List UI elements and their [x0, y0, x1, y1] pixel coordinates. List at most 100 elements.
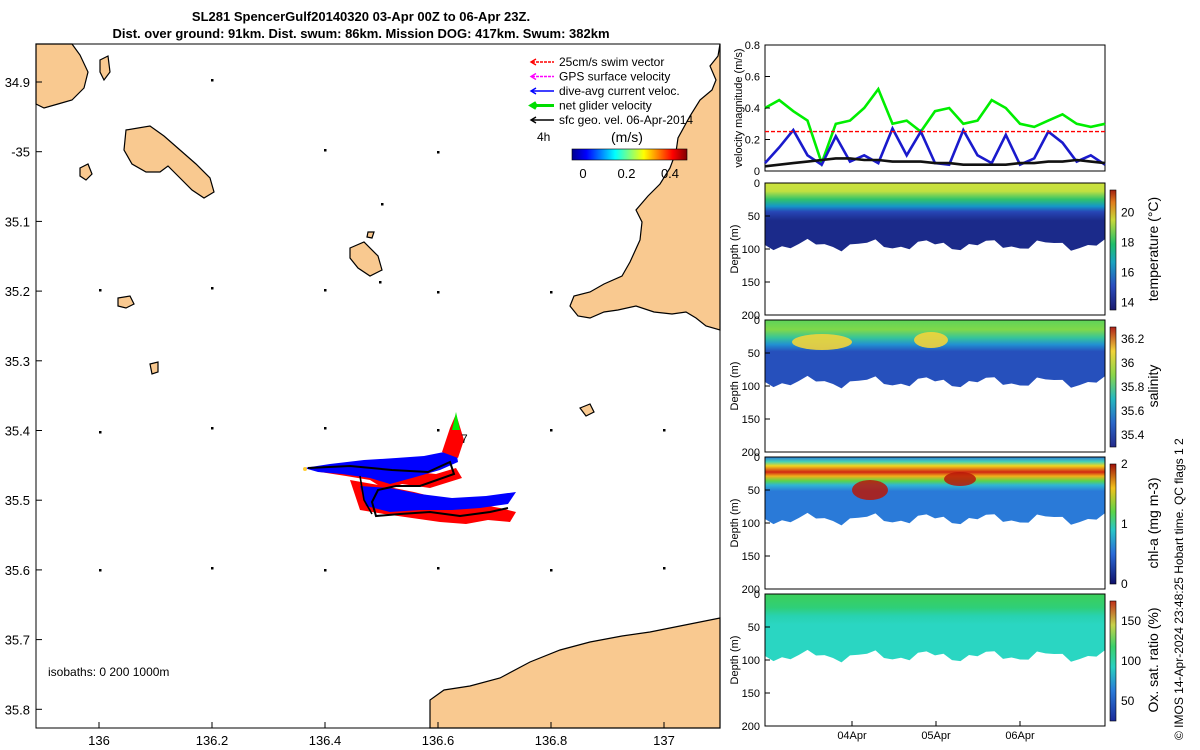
map-y-tick-label: 35.7	[5, 633, 30, 648]
section-y-tick-label: 100	[742, 518, 760, 530]
section-colorbar-label: Ox. sat. ratio (%)	[1145, 607, 1161, 712]
salinity-high-patch	[914, 332, 948, 348]
section-colorbar-tick-label: 36.2	[1121, 332, 1145, 346]
map-x-tick-label: 136.2	[196, 733, 229, 748]
track-label: 7	[461, 432, 468, 446]
isobath-marker	[324, 289, 327, 292]
glider-path	[307, 460, 509, 518]
section-colorbar-tick-label: 100	[1121, 654, 1141, 668]
section-y-tick-label: 50	[748, 348, 760, 360]
velocity-y-tick-label: 0.6	[745, 72, 760, 84]
island-east-small	[579, 403, 595, 417]
figure-title-line1: SL281 SpencerGulf20140320 03-Apr 00Z to …	[191, 9, 531, 24]
section-y-tick-label: 150	[742, 277, 760, 289]
section-field	[765, 320, 1105, 389]
section-y-tick-label: 0	[754, 178, 760, 190]
net-velocity-vector	[452, 412, 460, 430]
section-y-tick-label: 100	[742, 244, 760, 256]
section-y-tick-label: 0	[754, 315, 760, 327]
island-mid-2	[366, 231, 375, 239]
section-colorbar-tick-label: 16	[1121, 266, 1135, 280]
section-colorbar-tick-label: 50	[1121, 694, 1135, 708]
map-y-tick-label: 35.8	[5, 702, 30, 717]
isobath-marker	[437, 429, 440, 432]
isobath-marker	[663, 567, 666, 570]
map-y-tick-label: 34.9	[5, 75, 30, 90]
section-field	[765, 594, 1105, 663]
isobath-marker	[324, 149, 327, 152]
speed-colorbar-tick-label: 0	[579, 166, 586, 181]
land-south	[429, 617, 721, 729]
salinity-high-patch	[792, 334, 852, 350]
island-tall	[99, 55, 111, 82]
section-colorbar-tick-label: 36	[1121, 356, 1135, 370]
island-large	[123, 125, 215, 199]
map-frame	[35, 43, 721, 729]
section-colorbar-label: chl-a (mg m-3)	[1145, 477, 1161, 568]
map-y-tick-label: 35.2	[5, 284, 30, 299]
isobath-marker	[550, 291, 553, 294]
glider-track	[303, 412, 516, 524]
current-vector-band-upper	[304, 450, 458, 484]
isobath-marker	[437, 151, 440, 154]
section-panel: 0 50 100 150 200 Depth (m) 14 16 18 20 temperature…	[729, 178, 1161, 322]
island-mid	[349, 241, 383, 277]
section-colorbar-tick-label: 18	[1121, 236, 1135, 250]
map-x-axis: 136 136.2 136.4 136.6 136.8 137	[88, 722, 675, 748]
section-x-tick-label: 06Apr	[1005, 730, 1035, 742]
velocity-y-tick-label: 0	[754, 166, 760, 178]
isobath-marker	[324, 569, 327, 572]
section-y-tick-label: 200	[742, 721, 760, 733]
isobath-marker	[437, 291, 440, 294]
chl-max-patch	[852, 480, 888, 500]
speed-colorbar-unit: (m/s)	[611, 129, 643, 145]
map-x-tick-label: 136	[88, 733, 110, 748]
section-panel: 0 50 100 150 200 Depth (m) 50 100 150 Ox. sat. ra…	[729, 589, 1161, 742]
map-y-tick-label: -35	[11, 145, 30, 160]
velocity-ylabel: velocity magnitude (m/s)	[733, 48, 745, 167]
section-y-tick-label: 100	[742, 655, 760, 667]
legend-arrowhead	[529, 87, 537, 95]
isobath-markers	[99, 79, 666, 572]
island-west-2	[117, 295, 135, 309]
legend-label: net glider velocity	[559, 99, 652, 113]
island-west-3	[149, 361, 159, 375]
island-small-west	[79, 163, 93, 181]
legend-label: sfc geo. vel. 06-Apr-2014	[559, 113, 693, 127]
map-y-tick-label: 35.5	[5, 493, 30, 508]
section-ylabel: Depth (m)	[729, 499, 741, 548]
section-ylabel: Depth (m)	[729, 225, 741, 274]
section-colorbar-tick-label: 150	[1121, 614, 1141, 628]
track-start-marker	[303, 467, 307, 471]
legend-arrowhead	[529, 58, 537, 66]
section-y-tick-label: 200	[742, 447, 760, 459]
isobath-marker	[379, 281, 382, 284]
section-colorbar-tick-label: 14	[1121, 296, 1135, 310]
section-y-tick-label: 0	[754, 589, 760, 601]
section-y-tick-label: 0	[754, 452, 760, 464]
velocity-series-line	[764, 157, 1106, 168]
map-y-tick-label: 35.4	[5, 424, 30, 439]
legend-arrowhead	[528, 101, 537, 110]
speed-colorbar-tick-label: 0.4	[661, 166, 679, 181]
section-field	[765, 183, 1105, 252]
section-y-tick-label: 200	[742, 584, 760, 596]
isobath-marker	[99, 569, 102, 572]
current-vector-band-lower	[360, 486, 516, 512]
map-y-tick-label: 35.3	[5, 354, 30, 369]
velocity-panel: 0 0.2 0.4 0.6 0.8 velocity magnitude (m/s)	[733, 40, 1106, 178]
isobath-label: isobaths: 0 200 1000m	[48, 665, 169, 679]
section-y-tick-label: 50	[748, 211, 760, 223]
section-y-tick-label: 50	[748, 622, 760, 634]
isobath-marker	[437, 567, 440, 570]
isobath-marker	[211, 79, 214, 82]
section-y-tick-label: 150	[742, 414, 760, 426]
velocity-series	[764, 86, 1106, 168]
isobath-marker	[99, 289, 102, 292]
isobath-marker	[211, 427, 214, 430]
section-colorbar-tick-label: 35.4	[1121, 428, 1145, 442]
map-x-tick-label: 136.6	[422, 733, 455, 748]
velocity-y-axis: 0 0.2 0.4 0.6 0.8	[745, 40, 770, 178]
